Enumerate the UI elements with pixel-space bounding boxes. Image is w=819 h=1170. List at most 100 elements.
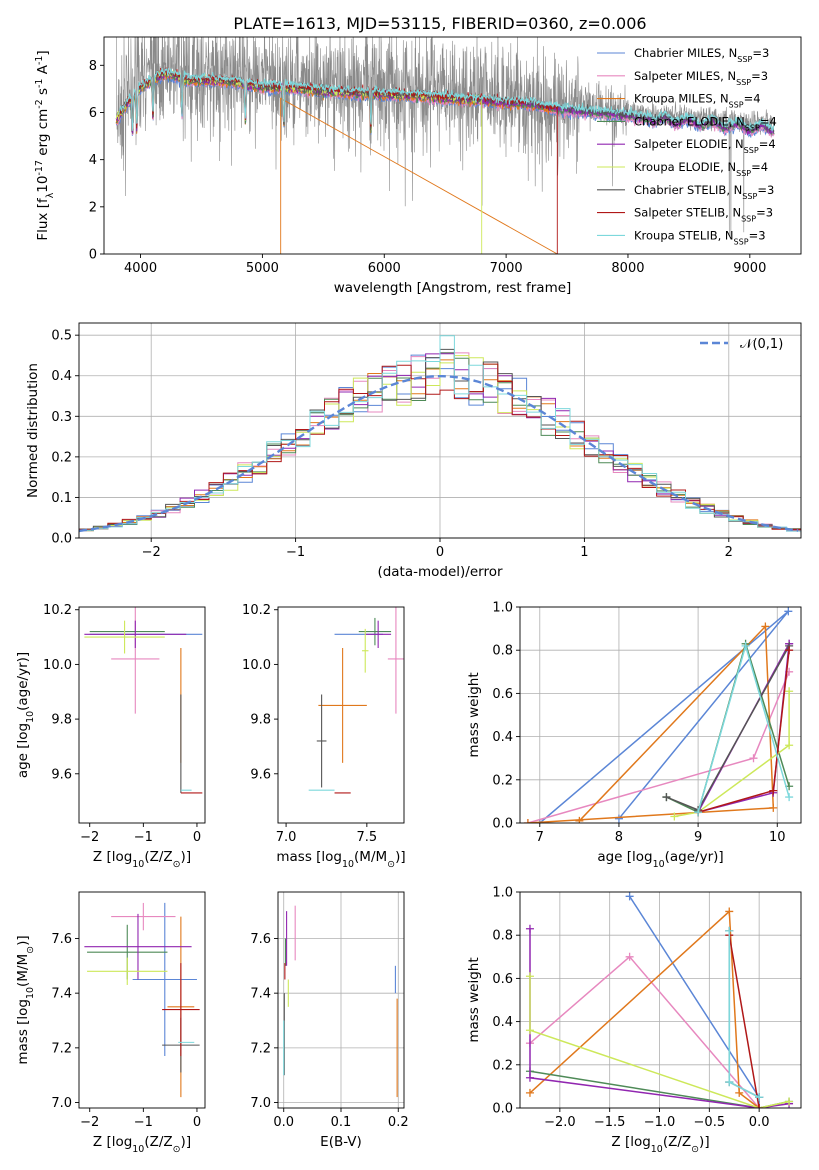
weight-line bbox=[628, 895, 760, 1108]
y-tick-label: 0.8 bbox=[492, 929, 513, 944]
y-axis-label: mass [log10(M/M⊙)] bbox=[15, 935, 36, 1064]
legend: 𝒩(0,1) bbox=[700, 337, 783, 352]
x-tick-label: 0.2 bbox=[388, 1115, 409, 1130]
plot-area bbox=[79, 335, 801, 534]
weight-line bbox=[674, 691, 790, 818]
x-tick-label: 4000 bbox=[124, 261, 157, 276]
y-tick-label: 10.2 bbox=[242, 603, 271, 618]
normal-distribution-curve bbox=[79, 375, 799, 533]
plus-marker bbox=[785, 793, 794, 802]
plus-marker bbox=[575, 816, 584, 823]
x-tick-label: 8000 bbox=[611, 261, 644, 276]
axes-age_vs_mass: 7.0 7.5 9.6 9.8 10.0 10.2 mass [log10(M/M⊙)] bbox=[242, 603, 406, 869]
x-axis-label: (data-model)/error bbox=[377, 564, 503, 580]
x-axis-label: E(B-V) bbox=[320, 1134, 362, 1150]
x-tick-label: 7.5 bbox=[357, 830, 378, 845]
y-tick-label: 9.6 bbox=[51, 767, 72, 782]
plus-marker bbox=[755, 1093, 764, 1102]
y-tick-label: 1.0 bbox=[492, 601, 513, 616]
errorbar-salpeter-miles bbox=[387, 607, 404, 714]
x-tick-label: −1.0 bbox=[644, 1115, 676, 1130]
legend: Chabrier MILES, NSSP=3 Salpeter MILES, NS… bbox=[597, 46, 777, 246]
axis-frame: −2.0 −1.5 −1.0 −0.5 0.0 0.0 0.2 0.4 0.6 0.8 1.0 Z [… bbox=[466, 886, 802, 1155]
legend-entry-kroupa-elodie: Kroupa ELODIE, NSSP=4 bbox=[634, 160, 768, 178]
x-axis-label: age [log10(age/yr)] bbox=[597, 849, 723, 870]
weight-line bbox=[539, 610, 789, 823]
gridlines bbox=[520, 606, 801, 824]
plus-marker bbox=[525, 972, 534, 981]
x-tick-label: 0 bbox=[436, 545, 444, 560]
plus-marker bbox=[785, 1097, 794, 1106]
errorbar-salpeter-elodie bbox=[84, 620, 187, 649]
weight-line bbox=[529, 955, 760, 1108]
x-tick-label: 0.1 bbox=[331, 1115, 352, 1130]
plus-marker bbox=[694, 808, 703, 817]
legend-entry-chabrier-miles: Chabrier MILES, NSSP=3 bbox=[634, 46, 769, 64]
legend-entry-salpeter-miles: Salpeter MILES, NSSP=3 bbox=[634, 69, 768, 87]
plot-area bbox=[525, 892, 794, 1108]
model-spectrum-kroupa-stelib bbox=[118, 67, 775, 132]
axes-age_vs_Z: −2 −1 0 9.6 9.8 10.0 10.2 Z [log10(Z/Z⊙)] age [l… bbox=[15, 603, 206, 870]
weight-series-kroupa-stelib bbox=[725, 926, 764, 1102]
x-tick-label: 7000 bbox=[490, 261, 523, 276]
plus-marker bbox=[769, 803, 778, 812]
plus-marker bbox=[523, 819, 532, 823]
axes-border bbox=[78, 606, 206, 824]
y-tick-label: 0.4 bbox=[492, 1015, 513, 1030]
plus-marker bbox=[785, 646, 794, 655]
y-tick-label: 6 bbox=[89, 106, 97, 121]
x-axis-label: Z [log10(Z/Z⊙)] bbox=[93, 849, 191, 870]
figure-title: PLATE=1613, MJD=53115, FIBERID=0360, z=0… bbox=[233, 14, 646, 33]
errorbar-kroupa-miles bbox=[318, 648, 367, 763]
x-axis-label: mass [log10(M/M⊙)] bbox=[276, 849, 405, 870]
x-tick-label: 0 bbox=[193, 830, 201, 845]
plus-marker bbox=[725, 907, 734, 916]
plus-marker bbox=[614, 814, 623, 823]
y-tick-label: 0.3 bbox=[51, 410, 72, 425]
weight-line bbox=[666, 641, 790, 814]
weight-series-chabrier-miles bbox=[625, 892, 764, 1108]
y-tick-label: 9.6 bbox=[250, 767, 271, 782]
x-tick-label: 9 bbox=[694, 830, 702, 845]
y-tick-label: 10.0 bbox=[242, 658, 271, 673]
plus-marker bbox=[741, 641, 750, 650]
y-tick-label: 7.6 bbox=[51, 932, 72, 947]
y-axis-label: mass weight bbox=[466, 672, 482, 757]
axes-mass_vs_ebv: 0.0 0.1 0.2 7.0 7.2 7.4 7.6 E(B-V) bbox=[250, 891, 409, 1150]
legend-entry-salpeter-stelib: Salpeter STELIB, NSSP=3 bbox=[634, 206, 773, 224]
x-tick-label: −0.5 bbox=[694, 1115, 726, 1130]
x-axis-label: Z [log10(Z/Z⊙)] bbox=[611, 1134, 709, 1155]
axis-frame: 0.0 0.1 0.2 7.0 7.2 7.4 7.6 E(B-V) bbox=[250, 891, 409, 1150]
axis-frame: −2 −1 0 9.6 9.8 10.0 10.2 Z [log10(Z/Z⊙)] age [l… bbox=[15, 603, 206, 870]
errorbar-salpeter-stelib bbox=[162, 963, 200, 1057]
y-tick-label: 7.6 bbox=[250, 932, 271, 947]
gridlines bbox=[520, 891, 801, 1109]
x-tick-label: −1 bbox=[286, 545, 305, 560]
residual-histogram-kroupa-stelib bbox=[79, 335, 801, 533]
weight-series-salpeter-miles bbox=[523, 667, 794, 823]
x-tick-label: 1 bbox=[580, 545, 588, 560]
legend-entry-chabrier-elodie: Chabrier ELODIE, NSSP=4 bbox=[634, 114, 777, 131]
plot-area bbox=[84, 607, 203, 794]
plot-area bbox=[115, 37, 775, 254]
plus-marker bbox=[625, 892, 634, 901]
legend-entry-kroupa-stelib: Kroupa STELIB, NSSP=3 bbox=[634, 228, 766, 246]
weight-line bbox=[728, 930, 760, 1098]
axis-frame: 7.0 7.5 9.6 9.8 10.0 10.2 mass [log10(M/M⊙)] bbox=[242, 603, 406, 869]
y-tick-label: 8 bbox=[89, 59, 97, 74]
axes-border bbox=[78, 891, 206, 1109]
plot-area bbox=[283, 905, 398, 1098]
x-tick-label: 10 bbox=[769, 830, 786, 845]
y-tick-label: 1.0 bbox=[492, 886, 513, 901]
plus-marker bbox=[761, 622, 770, 631]
axis-frame: 7 8 9 10 0.0 0.2 0.4 0.6 0.8 1.0 age [log10(age/yr… bbox=[466, 601, 802, 870]
x-tick-label: −2 bbox=[80, 830, 99, 845]
weight-line bbox=[728, 935, 760, 1108]
gridlines bbox=[278, 892, 404, 1108]
weight-line bbox=[529, 909, 760, 1108]
axes-border bbox=[519, 606, 802, 824]
errorbar-salpeter-miles bbox=[111, 902, 176, 931]
y-tick-label: 0.8 bbox=[492, 644, 513, 659]
y-tick-label: 9.8 bbox=[250, 713, 271, 728]
